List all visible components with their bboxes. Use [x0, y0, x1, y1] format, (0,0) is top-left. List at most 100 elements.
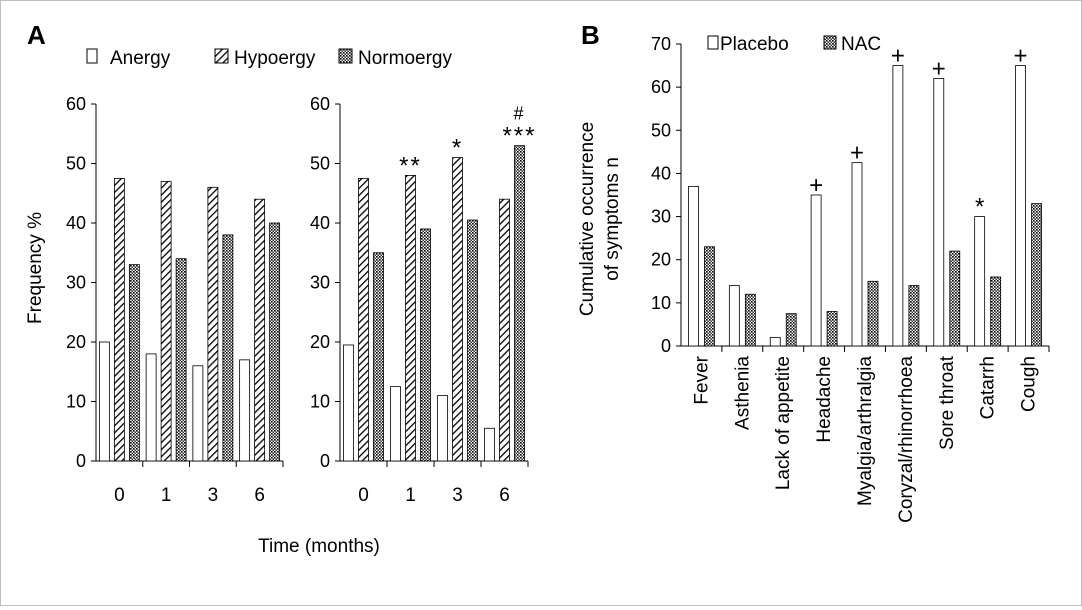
b-xlabel-sore-throat: Sore throat: [937, 355, 958, 450]
a-left-xlabel-3: 3: [208, 485, 219, 506]
a-right-ytick-label: 10: [310, 392, 330, 412]
b-ylabel-line1: Cumulative occurrence: [577, 122, 598, 316]
a-left-bar-normoergy-1: [175, 258, 187, 462]
a-left-xlabel-0: 0: [114, 485, 125, 506]
b-bar-placebo-sore-throat: [933, 78, 945, 347]
b-bar-placebo-coryzal-rhinorrhoea: [892, 65, 904, 347]
b-legend: Placebo NAC: [707, 34, 881, 55]
b-bar-placebo-myalgia-arthralgia: [851, 162, 863, 347]
b-xlabel-headache: Headache: [814, 356, 835, 443]
b-xlabel-coryzal-rhinorrhoea: Coryzal/rhinorrhoea: [896, 356, 917, 523]
a-right-bar-hypoergy-0: [358, 177, 369, 462]
b-annotation-catarrh: *: [975, 194, 984, 221]
a-left-bar-anergy-0: [98, 341, 110, 462]
a-legend: Anergy Hypoergy Normoergy: [86, 48, 452, 69]
panel-b-label: B: [581, 20, 600, 50]
b-xlabel-asthenia: Asthenia: [732, 356, 753, 430]
b-bar-nac-sore-throat: [949, 250, 961, 347]
legend-swatch-placebo: [707, 35, 719, 50]
legend-swatch-normoergy: [338, 48, 353, 64]
b-bar-placebo-headache: [810, 194, 822, 347]
a-right-annotation-6: ***: [502, 123, 536, 150]
b-ytick-label: 40: [651, 163, 671, 183]
b-bar-nac-headache: [826, 311, 838, 347]
legend-label-placebo: Placebo: [720, 34, 789, 55]
a-right-ytick-label: 50: [310, 154, 330, 174]
b-ytick-label: 30: [651, 207, 671, 227]
b-ytick-label: 0: [661, 336, 671, 356]
a-right-bar-normoergy-3: [467, 219, 478, 462]
a-right-bar-hypoergy-1: [405, 174, 416, 462]
b-annotation-sore-throat: +: [932, 56, 946, 83]
b-bar-placebo-lack-of-appetite: [769, 336, 781, 347]
a-left-bar-anergy-3: [192, 365, 204, 462]
a-left-ytick-label: 30: [66, 273, 86, 293]
b-bar-placebo-cough: [1015, 65, 1026, 347]
legend-label-hypoergy: Hypoergy: [234, 48, 316, 69]
a-right-bar-normoergy-1: [420, 228, 431, 462]
b-xlabel-cough: Cough: [1019, 356, 1040, 412]
legend-label-normoergy: Normoergy: [358, 48, 452, 69]
a-left-bar-hypoergy-1: [160, 180, 172, 462]
b-ytick-label: 70: [651, 34, 671, 54]
legend-swatch-nac: [823, 35, 837, 50]
a-left-bar-anergy-1: [145, 353, 157, 462]
a-left-bar-normoergy-0: [128, 264, 140, 462]
b-xlabel-catarrh: Catarrh: [978, 356, 999, 419]
a-left-ytick-label: 10: [66, 392, 86, 412]
b-bar-nac-asthenia: [744, 293, 756, 347]
a-left-bar-normoergy-3: [222, 234, 234, 462]
a-xlabel: Time (months): [258, 536, 380, 557]
a-right-annotation-6: #: [513, 104, 525, 124]
a-right-xlabel-1: 1: [405, 485, 416, 506]
a-left-xlabel-1: 1: [161, 485, 172, 506]
b-bar-placebo-fever: [688, 185, 699, 347]
b-bar-nac-fever: [704, 246, 715, 347]
legend-swatch-anergy: [86, 48, 98, 64]
a-left-bar-hypoergy-3: [207, 186, 219, 462]
a-right-ytick-label: 40: [310, 213, 330, 233]
b-ylabel-line2: of symptoms n: [602, 157, 623, 281]
b-annotation-cough: +: [1014, 43, 1028, 70]
a-left-bar-hypoergy-0: [113, 177, 125, 462]
a-right-ytick-label: 20: [310, 332, 330, 352]
a-left-ytick-label: 20: [66, 332, 86, 352]
b-xlabel-myalgia-arthralgia: Myalgia/arthralgia: [855, 356, 876, 506]
legend-label-nac: NAC: [841, 34, 881, 55]
b-annotation-myalgia-arthralgia: +: [850, 140, 864, 167]
a-left-ytick-label: 50: [66, 154, 86, 174]
a-left-ytick-label: 40: [66, 213, 86, 233]
a-left-bar-normoergy-6: [269, 222, 281, 462]
a-right-bar-hypoergy-3: [452, 157, 463, 462]
a-left-ytick-label: 60: [66, 94, 86, 114]
b-annotation-coryzal-rhinorrhoea: +: [891, 43, 905, 70]
a-right-xlabel-3: 3: [452, 485, 463, 506]
b-ytick-label: 50: [651, 120, 671, 140]
b-bar-nac-coryzal-rhinorrhoea: [908, 285, 920, 347]
a-right-ytick-label: 60: [310, 94, 330, 114]
a-right-bar-anergy-6: [484, 427, 495, 462]
legend-swatch-hypoergy: [214, 48, 229, 64]
b-bar-nac-cough: [1031, 203, 1042, 347]
a-ylabel: Frequency %: [25, 212, 46, 324]
a-right-bar-normoergy-6: [514, 145, 525, 462]
a-right-annotation-3: *: [452, 135, 463, 162]
a-right-bar-anergy-3: [437, 395, 448, 462]
a-right-bar-anergy-1: [390, 386, 401, 462]
b-bar-placebo-catarrh: [974, 216, 986, 347]
a-left-bar-hypoergy-6: [254, 198, 266, 462]
b-bar-nac-myalgia-arthralgia: [867, 280, 879, 347]
b-xlabel-fever: Fever: [691, 355, 712, 404]
a-right-annotation-1: **: [399, 152, 422, 179]
b-xlabel-lack-of-appetite: Lack of appetite: [773, 356, 794, 490]
panel-a-label: A: [27, 20, 46, 50]
a-right-bar-normoergy-0: [373, 252, 384, 462]
b-ytick-label: 10: [651, 293, 671, 313]
b-annotation-headache: +: [809, 172, 823, 199]
a-left-xlabel-6: 6: [254, 485, 265, 506]
b-ytick-label: 60: [651, 77, 671, 97]
a-right-bar-hypoergy-6: [499, 198, 510, 462]
